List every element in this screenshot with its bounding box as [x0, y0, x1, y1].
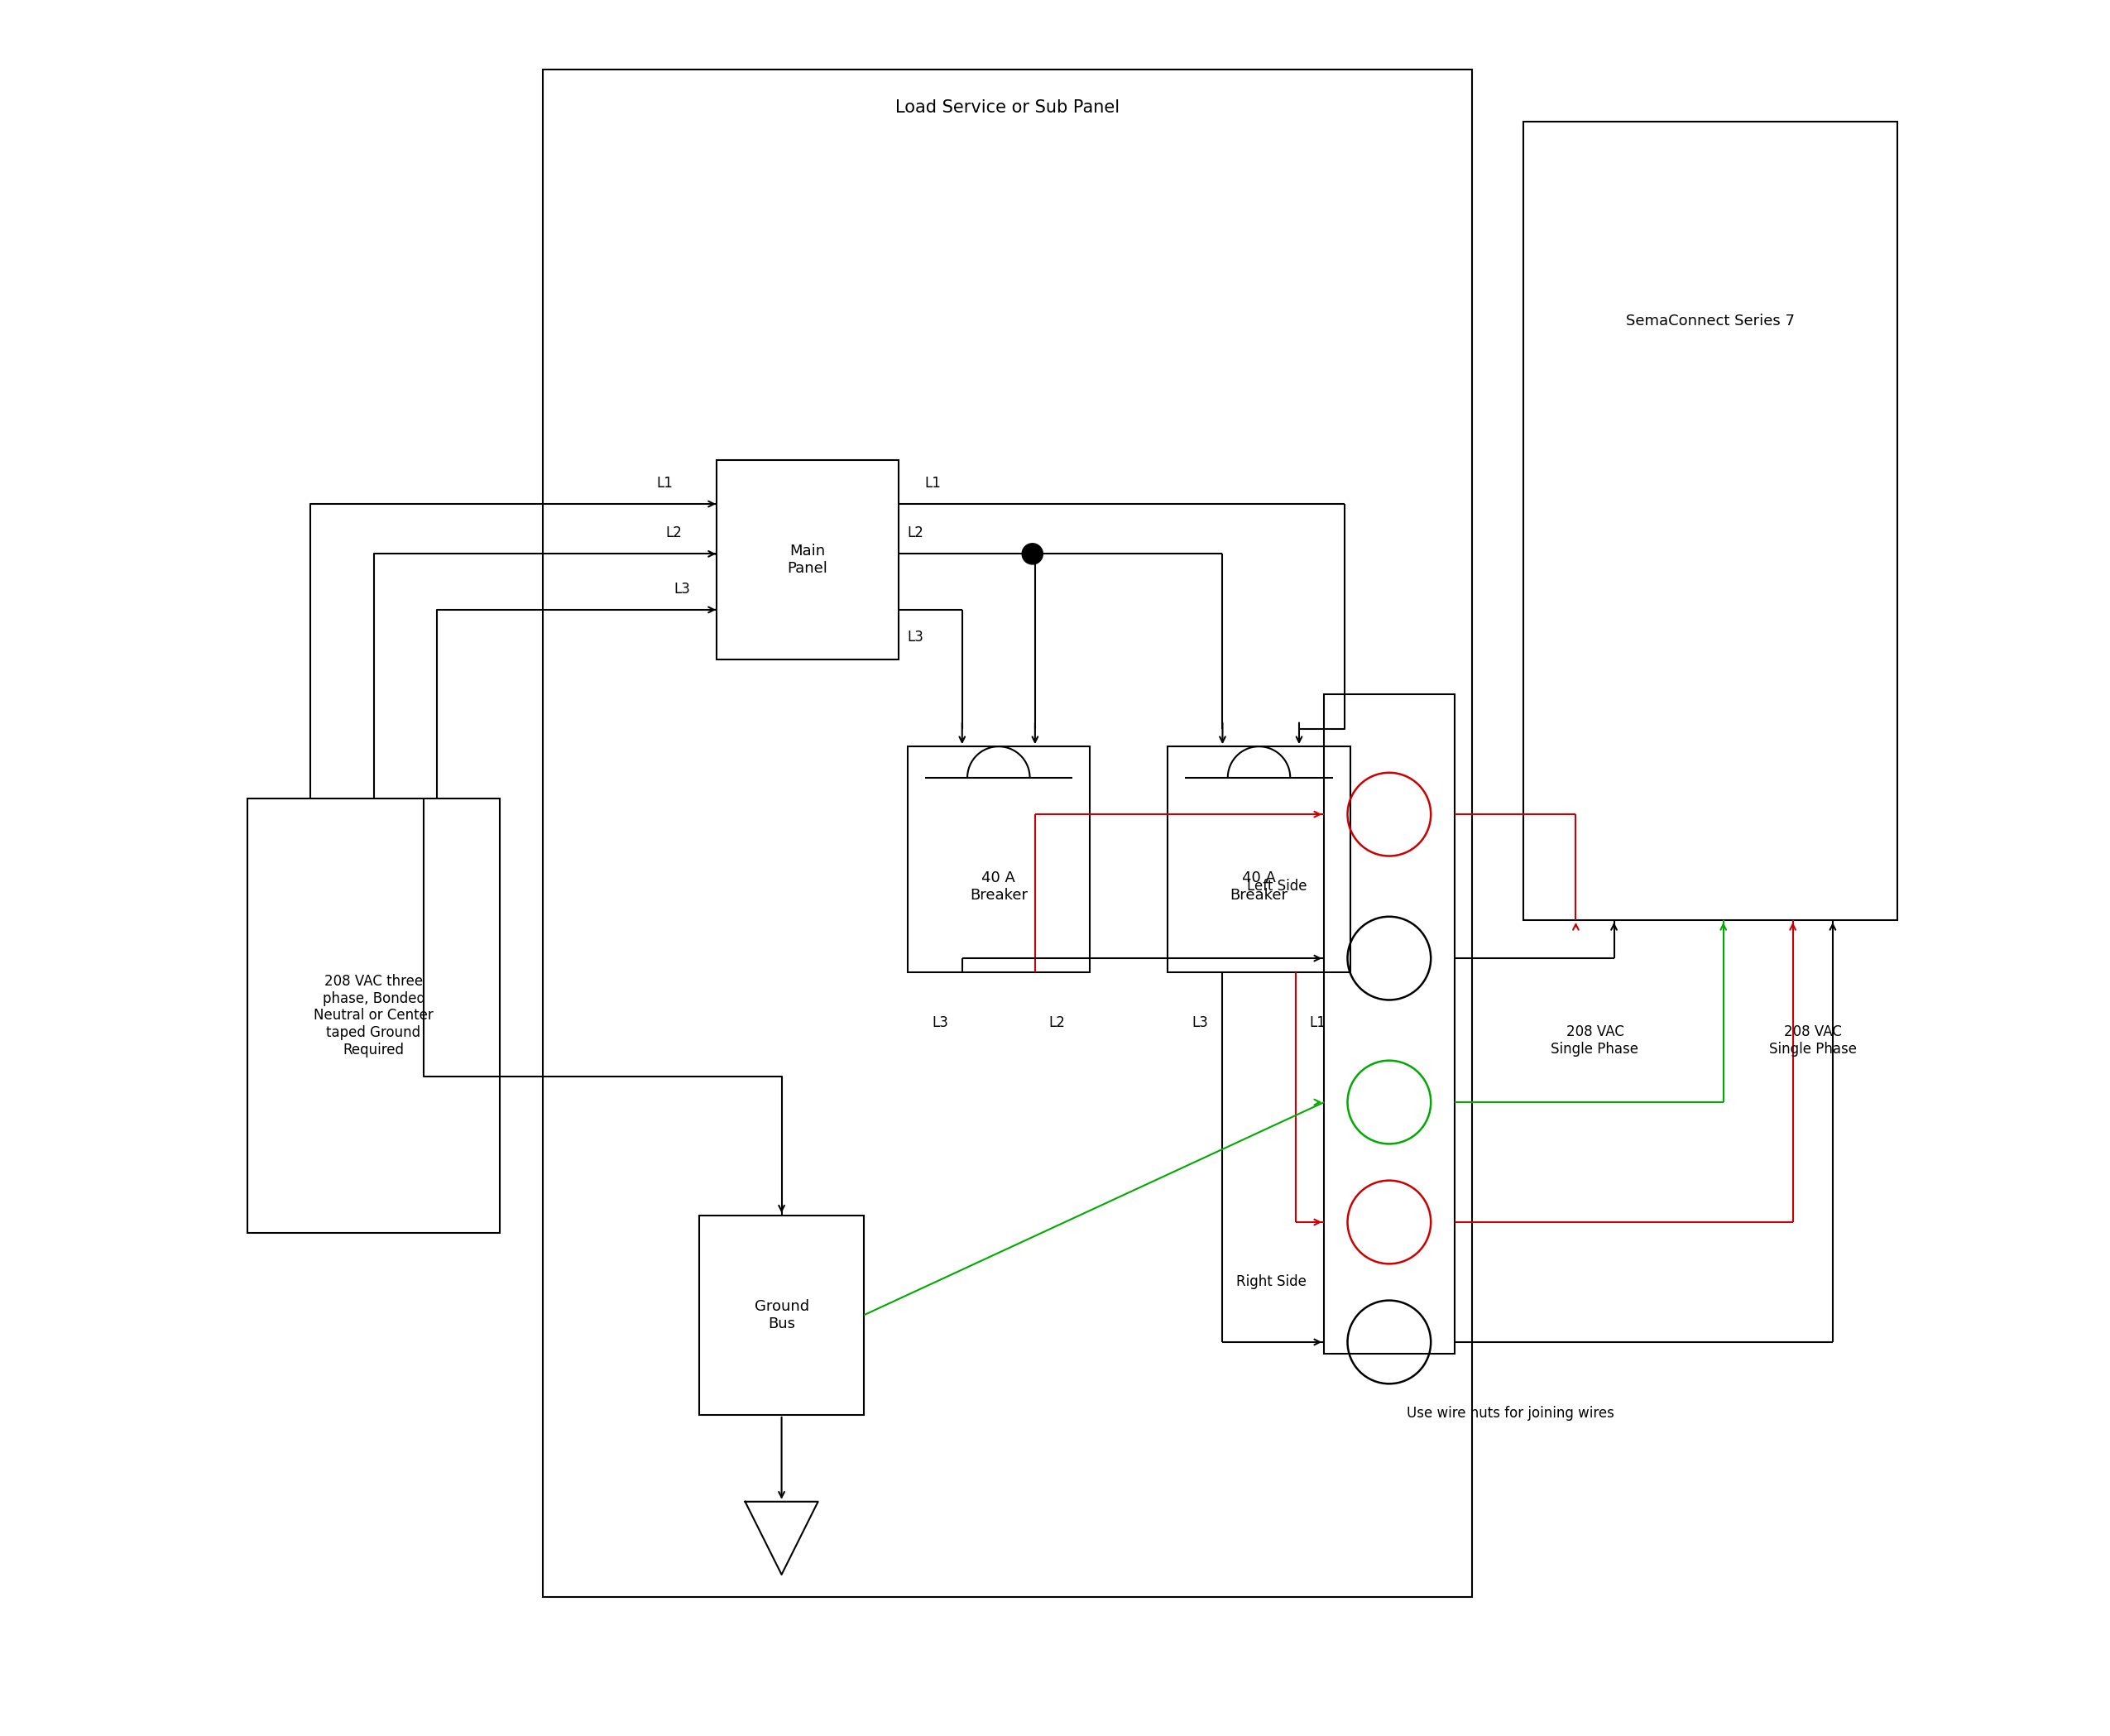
Text: Right Side: Right Side: [1236, 1274, 1306, 1290]
Text: SemaConnect Series 7: SemaConnect Series 7: [1627, 314, 1796, 328]
Text: 40 A
Breaker: 40 A Breaker: [971, 870, 1028, 903]
Bar: [1523, 122, 1897, 920]
Bar: [907, 746, 1089, 972]
Text: 40 A
Breaker: 40 A Breaker: [1230, 870, 1287, 903]
Text: 208 VAC three
phase, Bonded
Neutral or Center
taped Ground
Required: 208 VAC three phase, Bonded Neutral or C…: [314, 974, 433, 1057]
Text: L2: L2: [1049, 1016, 1066, 1031]
Text: L1: L1: [924, 476, 941, 491]
Bar: [542, 69, 1471, 1597]
Text: Use wire nuts for joining wires: Use wire nuts for joining wires: [1407, 1406, 1614, 1422]
Text: L1: L1: [1310, 1016, 1325, 1031]
Text: L1: L1: [656, 476, 673, 491]
Text: Left Side: Left Side: [1247, 878, 1306, 894]
Text: L3: L3: [673, 582, 690, 597]
Bar: [717, 460, 899, 660]
Bar: [1167, 746, 1350, 972]
Text: Ground
Bus: Ground Bus: [753, 1299, 808, 1332]
Bar: [247, 799, 500, 1233]
Text: 208 VAC
Single Phase: 208 VAC Single Phase: [1551, 1024, 1639, 1055]
Text: Load Service or Sub Panel: Load Service or Sub Panel: [895, 99, 1120, 116]
Text: L3: L3: [907, 630, 924, 646]
Text: L3: L3: [933, 1016, 947, 1031]
Text: L2: L2: [907, 526, 924, 540]
Text: L2: L2: [665, 526, 682, 540]
Bar: [698, 1215, 863, 1415]
Text: Main
Panel: Main Panel: [787, 543, 827, 576]
Bar: [1325, 694, 1454, 1354]
Text: 208 VAC
Single Phase: 208 VAC Single Phase: [1768, 1024, 1857, 1055]
Text: L3: L3: [1192, 1016, 1209, 1031]
Circle shape: [1021, 543, 1042, 564]
